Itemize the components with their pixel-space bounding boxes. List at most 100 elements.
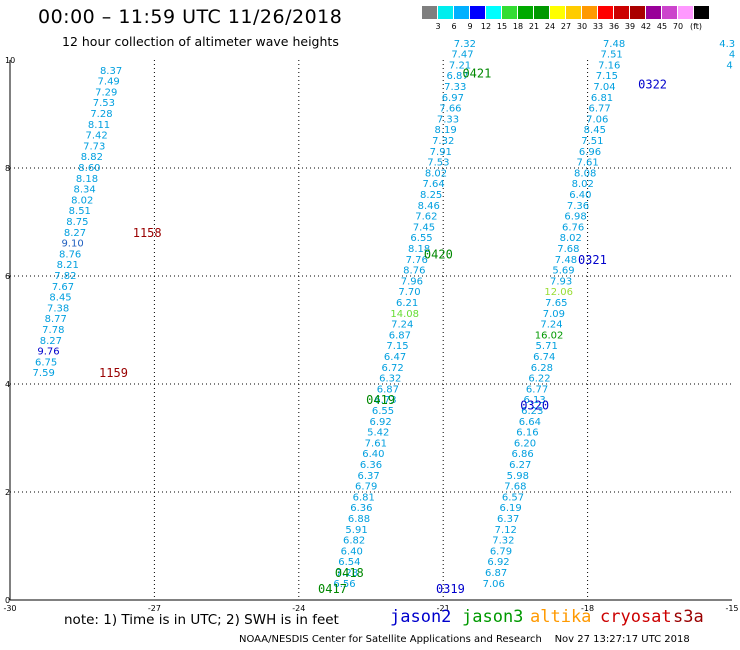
- time-label: 0321: [578, 253, 607, 267]
- time-label: 0419: [366, 393, 395, 407]
- color-swatch: [438, 6, 454, 19]
- x-tick-label: -24: [292, 604, 305, 613]
- swh-value: 7.78: [42, 325, 64, 336]
- swh-value: 6.21: [396, 298, 418, 309]
- swh-value: 8.27: [40, 336, 62, 347]
- swh-value: 7.09: [543, 309, 565, 320]
- swh-value: 5.42: [367, 428, 389, 439]
- color-scale-bar: [422, 6, 710, 19]
- swh-value: 7.49: [98, 77, 120, 88]
- swh-value: 6.97: [442, 93, 464, 104]
- swh-value: 6.87: [389, 330, 411, 341]
- swh-value: 6.28: [531, 363, 553, 374]
- swh-value: 6.16: [516, 428, 538, 439]
- swh-value: 7.32: [492, 536, 514, 547]
- swh-value: 8.60: [78, 163, 100, 174]
- color-swatch: [566, 6, 582, 19]
- swh-value: 7.48: [555, 255, 577, 266]
- swh-value: 6.37: [497, 514, 519, 525]
- legend-s3a: s3a: [673, 607, 704, 627]
- x-tick-label: -30: [3, 604, 16, 613]
- color-swatch: [422, 6, 438, 19]
- swh-value: 7.32: [454, 39, 476, 50]
- x-tick-label: -15: [725, 604, 738, 613]
- swh-value: 7.51: [581, 136, 603, 147]
- swh-value: 7.38: [47, 303, 69, 314]
- swh-value: 6.92: [369, 417, 391, 428]
- swh-value: 6.96: [579, 147, 601, 158]
- swh-value: 8.11: [88, 120, 110, 131]
- color-swatch: [630, 6, 646, 19]
- y-tick-label: 4: [5, 380, 10, 389]
- time-label: 0417: [318, 582, 347, 596]
- y-tick-label: 2: [5, 488, 10, 497]
- color-scale-label: 30: [576, 22, 588, 31]
- swh-value: 6.82: [343, 536, 365, 547]
- swh-value: 8.18: [76, 174, 98, 185]
- credit-line: NOAA/NESDIS Center for Satellite Applica…: [239, 634, 690, 645]
- swh-value: 7.53: [427, 158, 449, 169]
- time-label: 0320: [520, 399, 549, 413]
- swh-value: 7.24: [391, 320, 413, 331]
- time-label: 0418: [335, 566, 364, 580]
- swh-value: 4.3: [719, 39, 735, 50]
- swh-value: 6.77: [589, 104, 611, 115]
- color-scale-label: 18: [512, 22, 524, 31]
- swh-value: 6.32: [379, 374, 401, 385]
- color-scale-label: 12: [480, 22, 492, 31]
- swh-value: 8.21: [57, 260, 79, 271]
- color-swatch: [614, 6, 630, 19]
- swh-value: 6.79: [490, 546, 512, 557]
- color-scale-label: 21: [528, 22, 540, 31]
- swh-value: 6.74: [533, 352, 555, 363]
- swh-value: 6.75: [35, 357, 57, 368]
- swh-value: 6.87: [485, 568, 507, 579]
- swh-value: 7.93: [550, 276, 572, 287]
- swh-value: 7.61: [576, 158, 598, 169]
- swh-value: 8.45: [49, 293, 71, 304]
- swh-value: 6.22: [528, 374, 550, 385]
- color-scale-label: 45: [656, 22, 668, 31]
- swh-value: 7.29: [95, 87, 117, 98]
- swh-value: 7.91: [430, 147, 452, 158]
- swh-value: 6.87: [447, 71, 469, 82]
- swh-value: 4: [726, 60, 732, 71]
- swh-value: 7.65: [545, 298, 567, 309]
- chart-title: 00:00 – 11:59 UTC 11/26/2018: [38, 6, 343, 28]
- color-scale-label: 15: [496, 22, 508, 31]
- y-tick-label: 10: [5, 56, 15, 65]
- color-swatch: [678, 6, 694, 19]
- color-swatch: [454, 6, 470, 19]
- color-scale-label: 9: [467, 22, 473, 31]
- swh-value: 6.54: [338, 557, 360, 568]
- color-scale-label: 33: [592, 22, 604, 31]
- swh-value: 8.45: [584, 125, 606, 136]
- swh-value: 6.55: [410, 233, 432, 244]
- swh-value: 6.27: [509, 460, 531, 471]
- footer-note: note: 1) Time is in UTC; 2) SWH is in fe…: [64, 612, 339, 628]
- swh-value: 7.73: [83, 141, 105, 152]
- swh-value: 8.02: [560, 233, 582, 244]
- swh-value: 6.23: [521, 406, 543, 417]
- swh-value: 7.33: [437, 114, 459, 125]
- swh-value: 7.64: [422, 179, 444, 190]
- swh-value: 7.70: [398, 287, 420, 298]
- color-scale-labels: 3 6 9 12 15 18 21 24 27 30 33 36 39 42 45 70 (ft): [422, 22, 706, 31]
- color-scale-label: 36: [608, 22, 620, 31]
- swh-value: 6.73: [374, 395, 396, 406]
- color-swatch: [694, 6, 710, 19]
- swh-value: 6.88: [348, 514, 370, 525]
- color-swatch: [486, 6, 502, 19]
- swh-value: 8.08: [574, 168, 596, 179]
- swh-value: 6.13: [524, 395, 546, 406]
- time-label: 1159: [99, 366, 128, 380]
- swh-value: 6.86: [511, 449, 533, 460]
- swh-value: 7.61: [365, 438, 387, 449]
- swh-value: 8.46: [418, 201, 440, 212]
- color-swatch: [470, 6, 486, 19]
- swh-value: 8.18: [408, 244, 430, 255]
- swh-value: 7.04: [593, 82, 615, 93]
- swh-value: 7.82: [54, 271, 76, 282]
- color-swatch: [518, 6, 534, 19]
